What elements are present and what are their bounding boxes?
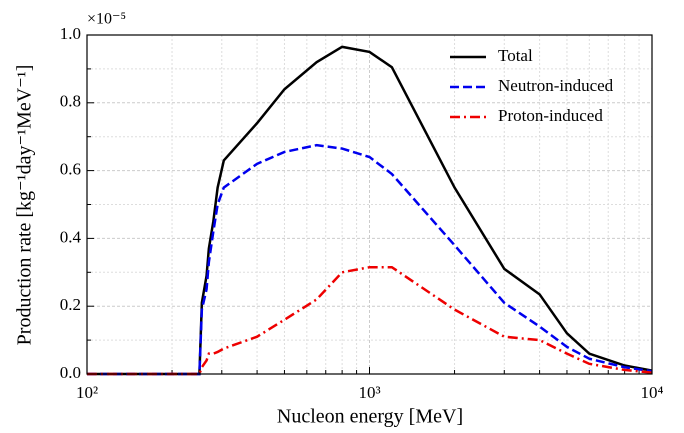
x-tick-label: 10²: [76, 383, 98, 402]
series-line: [87, 45, 653, 376]
y-tick-label: 0.6: [60, 160, 81, 179]
y-multiplier: ×10⁻⁵: [87, 11, 126, 28]
series-line: [87, 143, 653, 376]
y-tick-label: 0.2: [60, 295, 81, 314]
x-tick-label: 10⁴: [641, 383, 664, 402]
y-tick-label: 1.0: [60, 24, 81, 43]
y-axis-label: Production rate [kg⁻¹day⁻¹MeV⁻¹]: [14, 65, 36, 346]
y-tick-label: 0.0: [60, 363, 81, 382]
plot-frame: [86, 34, 653, 375]
y-tick-label: 0.4: [60, 227, 82, 246]
legend-label: Proton-induced: [498, 106, 603, 125]
legend-label: Neutron-induced: [498, 76, 614, 95]
x-tick-label: 10³: [358, 383, 380, 402]
legend-label: Total: [498, 46, 533, 65]
x-axis-label: Nucleon energy [MeV]: [277, 406, 463, 428]
y-tick-label: 0.8: [60, 92, 81, 111]
